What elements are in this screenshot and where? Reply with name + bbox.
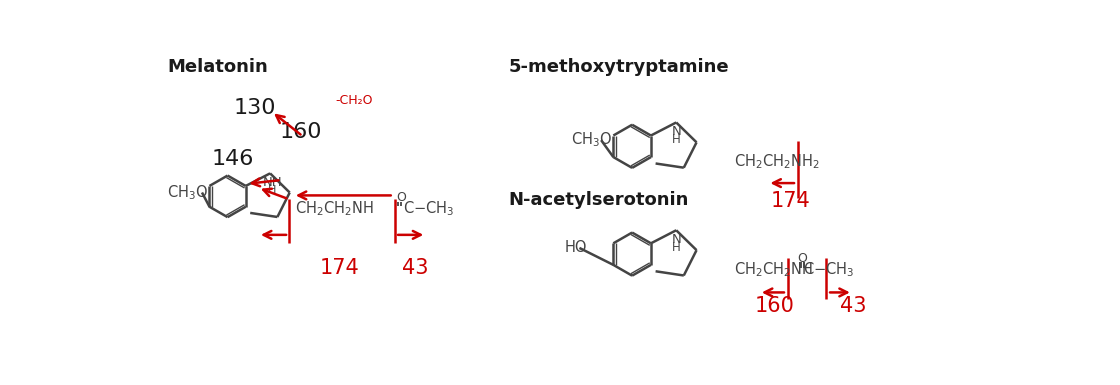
Text: H: H: [672, 133, 681, 146]
Text: N-acetylserotonin: N-acetylserotonin: [508, 191, 689, 209]
Text: 160: 160: [279, 122, 321, 142]
Text: 174: 174: [320, 258, 360, 278]
Text: $\mathregular{CH_2CH_2NH}$: $\mathregular{CH_2CH_2NH}$: [735, 260, 813, 279]
Text: 5-methoxytryptamine: 5-methoxytryptamine: [508, 58, 729, 76]
Text: 43: 43: [840, 296, 866, 316]
Text: $\mathregular{CH_2CH_2NH}$: $\mathregular{CH_2CH_2NH}$: [295, 199, 373, 218]
Text: H: H: [672, 241, 681, 254]
Text: $\mathregular{C{-}CH_3}$: $\mathregular{C{-}CH_3}$: [403, 199, 455, 218]
Text: $\mathregular{C{-}CH_3}$: $\mathregular{C{-}CH_3}$: [803, 260, 855, 279]
Text: HO: HO: [564, 241, 587, 255]
Text: O: O: [396, 191, 407, 204]
Text: NH: NH: [262, 176, 282, 189]
Text: 43: 43: [402, 258, 429, 278]
Text: 174: 174: [771, 191, 811, 211]
Text: N: N: [671, 125, 681, 138]
Text: $\mathregular{CH_3O}$: $\mathregular{CH_3O}$: [571, 131, 612, 149]
Text: H: H: [269, 185, 277, 195]
Text: O: O: [797, 252, 808, 265]
Text: Melatonin: Melatonin: [167, 58, 268, 76]
Text: 130: 130: [233, 98, 276, 118]
Text: $\mathregular{CH_2CH_2NH_2}$: $\mathregular{CH_2CH_2NH_2}$: [735, 152, 820, 171]
Text: N: N: [671, 233, 681, 246]
Text: -CH₂O: -CH₂O: [335, 94, 373, 107]
Text: 160: 160: [755, 296, 794, 316]
Text: 146: 146: [212, 149, 254, 169]
Text: $\mathregular{CH_3O}$: $\mathregular{CH_3O}$: [167, 183, 208, 202]
